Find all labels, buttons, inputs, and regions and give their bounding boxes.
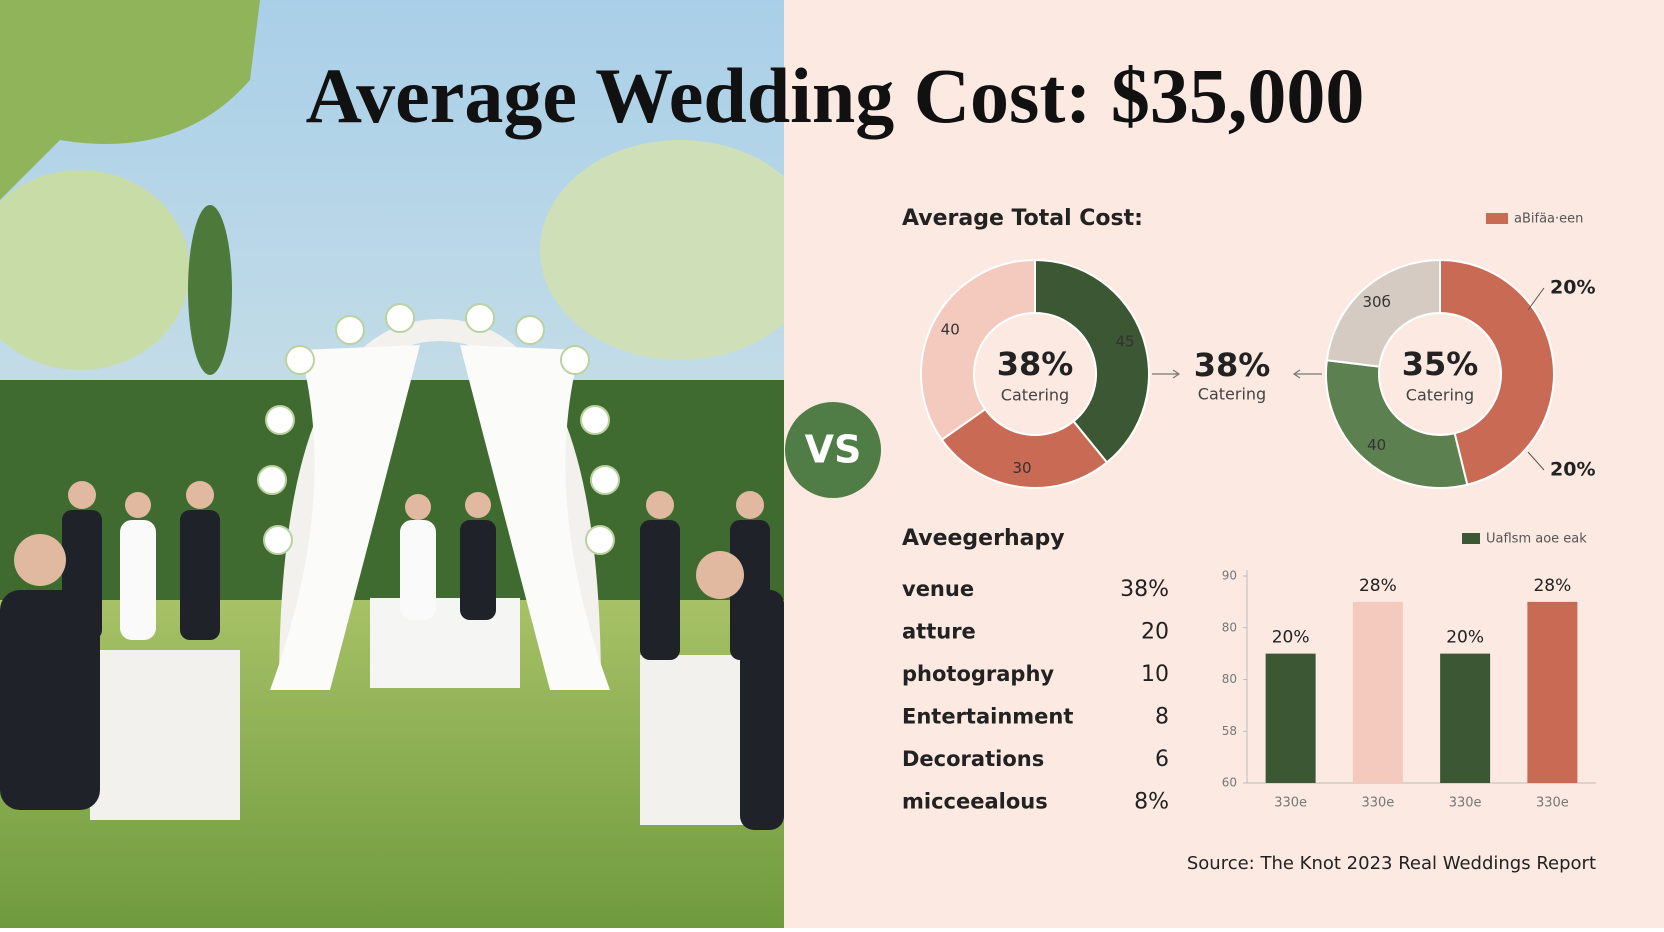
donut-center-value: 35% — [1402, 345, 1479, 383]
annotation-leader — [1527, 287, 1545, 311]
x-tick-label: 330e — [1449, 796, 1482, 811]
table-label: Entertainment — [902, 705, 1073, 729]
vs-badge — [785, 402, 881, 498]
table-value: 20 — [1141, 620, 1169, 645]
source: Source: The Knot 2023 Real Weddings Repo… — [1187, 853, 1596, 874]
y-tick-label: 58 — [1222, 724, 1237, 738]
donut-segment — [1034, 258, 1150, 464]
bar-value-label: 20% — [1272, 628, 1310, 648]
donut-center-label: Catering — [1406, 386, 1474, 405]
table-label: photography — [902, 662, 1054, 686]
table-label: Decorations — [902, 747, 1044, 771]
donut-value-label: 45 — [1115, 333, 1134, 351]
x-tick-label: 330e — [1361, 796, 1394, 811]
donut-segment — [1439, 258, 1555, 486]
table-value: 6 — [1155, 747, 1169, 772]
bar — [1440, 653, 1491, 783]
bar-value-label: 28% — [1359, 576, 1397, 596]
donut-segment — [920, 258, 1036, 442]
panel-background — [784, 0, 1664, 928]
annotation-leader — [1527, 451, 1545, 471]
y-tick-label: 80 — [1222, 620, 1237, 634]
x-tick-label: 330e — [1536, 796, 1569, 811]
table-value: 38% — [1120, 577, 1169, 602]
bar-value-label: 28% — [1533, 576, 1571, 596]
legend-swatch — [1486, 213, 1508, 224]
comparison-value: 38% — [1194, 346, 1271, 384]
bar — [1527, 601, 1578, 783]
table-title: Aveegerhapy — [902, 526, 1065, 551]
table-label: venue — [902, 577, 974, 601]
bar-value-label: 20% — [1446, 628, 1484, 648]
y-tick-label: 80 — [1222, 672, 1237, 686]
x-tick-label: 330e — [1274, 796, 1307, 811]
donut-segment — [940, 407, 1109, 489]
table-label: atture — [902, 620, 976, 644]
table-value: 8 — [1155, 705, 1169, 730]
y-tick-label: 90 — [1222, 569, 1237, 583]
comparison-arrows — [1152, 369, 1322, 379]
annotation: 20% — [1550, 277, 1595, 299]
donut-value-label: 30 — [1012, 459, 1031, 477]
donut-center-label: Catering — [1001, 386, 1069, 405]
table-value: 8% — [1134, 790, 1169, 815]
table-value: 10 — [1141, 662, 1169, 687]
donut-value-label: 40 — [941, 321, 960, 339]
table-label: micceealous — [902, 790, 1048, 814]
legend-swatch — [1462, 533, 1480, 544]
annotation: 20% — [1550, 459, 1595, 481]
donut-value-label: 30б — [1362, 293, 1390, 311]
comparison-label: Catering — [1198, 385, 1266, 404]
donut-segment — [1325, 359, 1469, 489]
y-tick-label: 60 — [1222, 776, 1237, 790]
bar — [1352, 601, 1403, 783]
legend-label: aBifäa·een — [1514, 212, 1583, 227]
bar — [1265, 653, 1316, 783]
main-title: Average Wedding Cost: $35,000 — [306, 52, 1365, 139]
donut-segment — [1325, 258, 1441, 368]
wedding-scene — [0, 0, 820, 928]
legend-label: Uaflsm aoe eak — [1486, 532, 1587, 547]
donut-title: Average Total Cost: — [902, 206, 1143, 231]
donut-value-label: 40 — [1367, 436, 1386, 454]
vs-text: VS — [805, 428, 862, 472]
donut-center-value: 38% — [997, 345, 1074, 383]
